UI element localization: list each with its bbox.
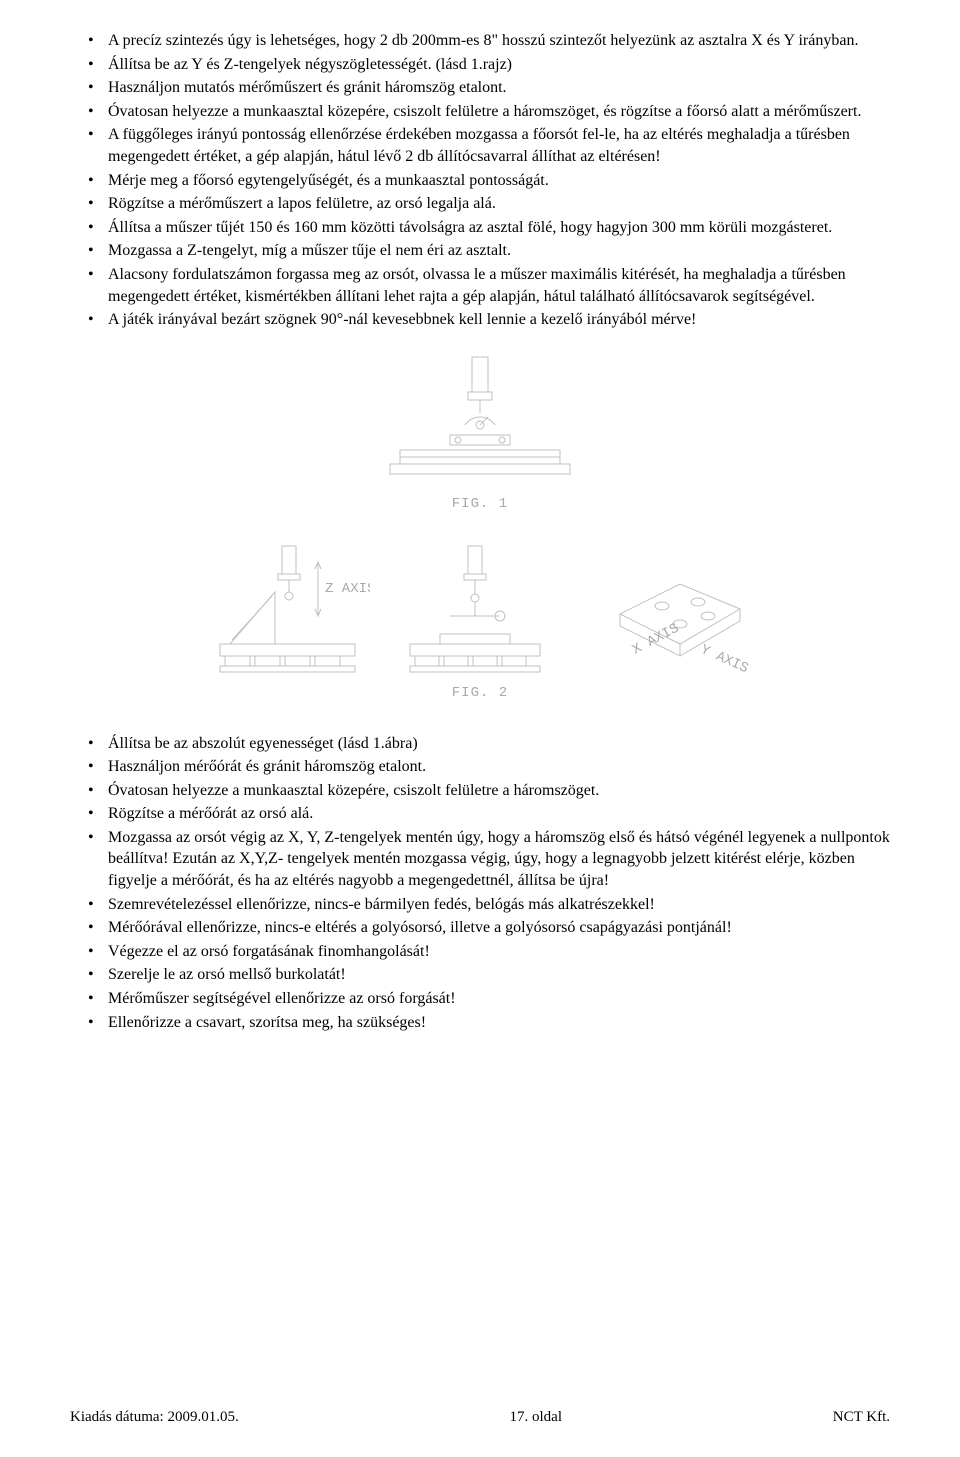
list-item: A precíz szintezés úgy is lehetséges, ho…	[70, 30, 890, 52]
list-item: Szerelje le az orsó mellső burkolatát!	[70, 964, 890, 986]
list-item: Mozgassa a Z-tengelyt, míg a műszer tűje…	[70, 240, 890, 262]
list-item: Mérőórával ellenőrizze, nincs-e eltérés …	[70, 917, 890, 939]
figure-1: FIG. 1	[70, 355, 890, 514]
list-item: Mozgassa az orsót végig az X, Y, Z-tenge…	[70, 827, 890, 892]
footer-date: Kiadás dátuma: 2009.01.05.	[70, 1407, 239, 1427]
list-item: Mérőműszer segítségével ellenőrizze az o…	[70, 988, 890, 1010]
footer-company: NCT Kft.	[833, 1407, 890, 1427]
instruction-list-2: Állítsa be az abszolút egyenességet (lás…	[70, 733, 890, 1034]
list-item: Rögzítse a mérőórát az orsó alá.	[70, 803, 890, 825]
list-item: Óvatosan helyezze a munkaasztal közepére…	[70, 780, 890, 802]
list-item: Állítsa be az abszolút egyenességet (lás…	[70, 733, 890, 755]
list-item: Végezze el az orsó forgatásának finomhan…	[70, 941, 890, 963]
list-item: Használjon mérőórát és gránit háromszög …	[70, 756, 890, 778]
list-item: Alacsony fordulatszámon forgassa meg az …	[70, 264, 890, 307]
page-footer: Kiadás dátuma: 2009.01.05. 17. oldal NCT…	[70, 1407, 890, 1427]
list-item: Szemrevételezéssel ellenőrizze, nincs-e …	[70, 894, 890, 916]
list-item: A játék irányával bezárt szögnek 90°-nál…	[70, 309, 890, 331]
figure-2-right-svg: X AXIS Y AXIS	[580, 554, 750, 674]
figure-2: Z AXIS	[70, 544, 890, 703]
list-item: Állítsa a műszer tűjét 150 és 160 mm köz…	[70, 217, 890, 239]
instruction-list-1: A precíz szintezés úgy is lehetséges, ho…	[70, 30, 890, 331]
figure-1-label: FIG. 1	[452, 495, 508, 514]
list-item: Mérje meg a főorsó egytengelyűségét, és …	[70, 170, 890, 192]
figure-2-label: FIG. 2	[452, 684, 508, 703]
list-item: A függőleges irányú pontosság ellenőrzés…	[70, 124, 890, 167]
figure-2-left-svg: Z AXIS	[210, 544, 370, 674]
list-item: Óvatosan helyezze a munkaasztal közepére…	[70, 101, 890, 123]
list-item: Rögzítse a mérőműszert a lapos felületre…	[70, 193, 890, 215]
list-item: Ellenőrizze a csavart, szorítsa meg, ha …	[70, 1012, 890, 1034]
figures-section: FIG. 1	[70, 355, 890, 703]
list-item: Állítsa be az Y és Z-tengelyek négyszögl…	[70, 54, 890, 76]
z-axis-label: Z AXIS	[325, 581, 370, 597]
list-item: Használjon mutatós mérőműszert és gránit…	[70, 77, 890, 99]
svg-text:Y AXIS: Y AXIS	[698, 642, 750, 674]
figure-2-middle-svg	[400, 544, 550, 674]
figure-1-svg	[380, 355, 580, 485]
footer-page: 17. oldal	[510, 1407, 563, 1427]
